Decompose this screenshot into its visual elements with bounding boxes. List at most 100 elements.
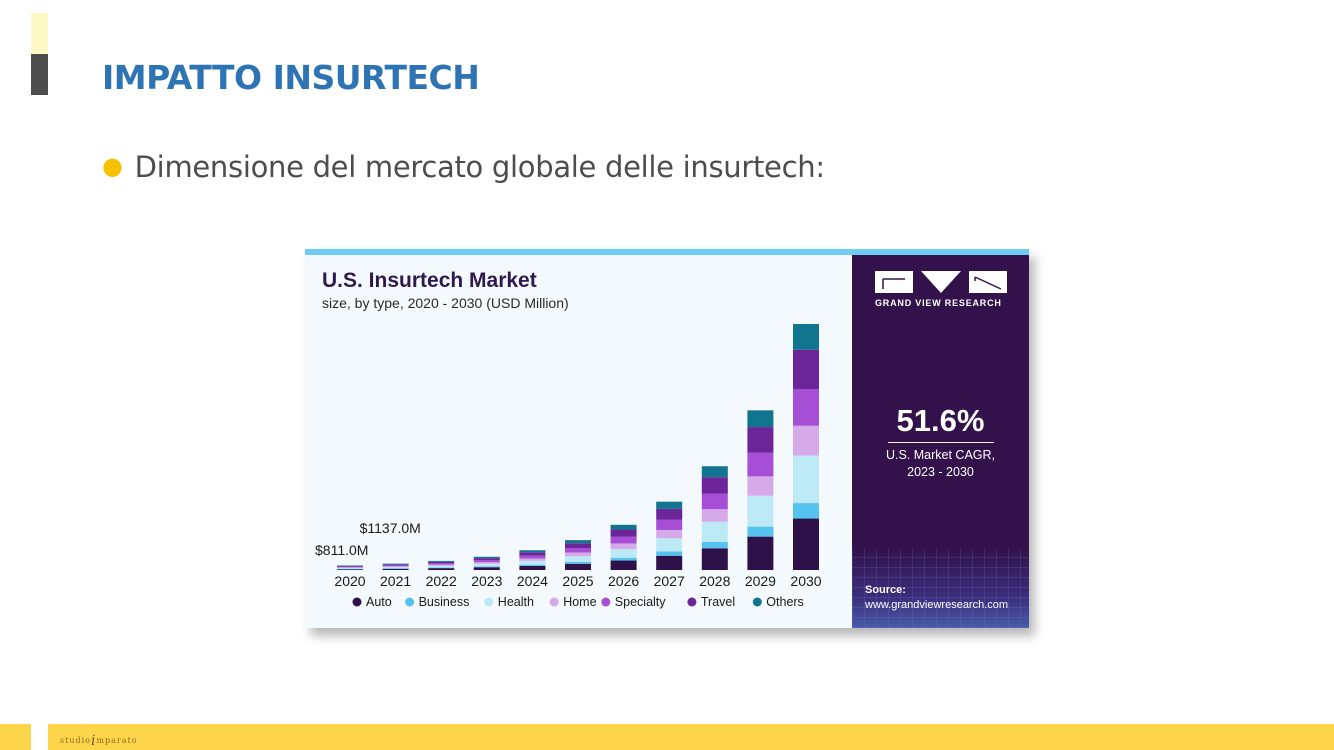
bar-specialty-2020 [337,566,363,568]
legend-marker-specialty [601,597,611,607]
bar-others-2021 [382,563,409,565]
chart-area: U.S. Insurtech Market size, by type, 202… [305,255,852,628]
bar-home-2024 [519,558,546,561]
bar-others-2027 [656,501,683,509]
bar-travel-2026 [610,529,637,537]
bar-auto-2030 [793,518,819,570]
bar-auto-2024 [519,565,546,570]
bar-home-2021 [382,566,409,568]
bar-specialty-2028 [701,493,728,510]
footer-logo-i: i [90,733,97,749]
bar-home-2022 [428,564,455,566]
legend-label-business: Business [419,595,470,609]
slide-title: IMPATTO INSURTECH [102,58,480,97]
x-tick-label-2028: 2028 [699,573,730,589]
bar-business-2030 [793,503,819,519]
bar-business-2022 [428,567,455,569]
x-tick-label-2027: 2027 [654,573,685,589]
bar-home-2020 [337,567,363,568]
bar-business-2029 [747,526,774,537]
bar-others-2024 [519,550,546,553]
bar-home-2027 [656,529,683,539]
x-tick-label-2021: 2021 [380,573,411,589]
bar-travel-2025 [565,543,591,549]
chart-card: U.S. Insurtech Market size, by type, 202… [305,249,1029,628]
chart-title: U.S. Insurtech Market [322,269,537,292]
cagr-label-line2: 2023 - 2030 [907,465,974,479]
bullet-item: ● Dimensione del mercato globale delle in… [102,150,825,184]
bar-specialty-2027 [656,519,683,530]
bar-health-2023 [473,563,500,567]
bar-specialty-2025 [565,548,591,553]
x-tick-label-2025: 2025 [562,573,593,589]
grand-view-research-logo-icon [875,271,1007,293]
bar-specialty-2029 [747,452,774,477]
cagr-label-line1: U.S. Market CAGR, [885,448,996,462]
bar-travel-2020 [337,565,363,567]
bar-specialty-2022 [428,563,455,565]
legend-marker-auto [352,597,362,607]
bar-business-2025 [565,561,591,564]
accent-bar-light [31,13,48,54]
bar-business-2021 [382,568,409,569]
bar-business-2024 [519,564,546,566]
bar-others-2023 [473,556,500,559]
cagr-divider [888,442,994,443]
bar-auto-2026 [610,560,637,570]
x-tick-label-2024: 2024 [517,573,548,589]
legend-marker-home [549,597,559,607]
bar-health-2026 [610,548,637,558]
legend-marker-others [752,597,762,607]
bar-travel-2028 [701,477,728,494]
bar-others-2025 [565,540,591,544]
bar-health-2029 [747,495,774,527]
bar-home-2025 [565,552,591,557]
bar-health-2022 [428,565,455,568]
x-tick-label-2030: 2030 [790,573,821,589]
bar-home-2029 [747,476,774,496]
legend-label-others: Others [766,595,804,609]
data-label-2021: $1137.0M [360,520,421,536]
bullet-text: Dimensione del mercato globale delle ins… [134,150,825,184]
bar-health-2025 [565,556,591,562]
bar-auto-2023 [473,567,500,570]
bar-home-2030 [793,425,819,456]
legend-marker-health [484,597,494,607]
bar-home-2028 [701,509,728,522]
bar-others-2028 [701,466,728,478]
source-url: www.grandviewresearch.com [865,599,1009,611]
bar-others-2020 [337,565,363,567]
panel-grid-background [852,548,1029,628]
info-panel: GRAND VIEW RESEARCH 51.6% U.S. Market CA… [852,255,1029,628]
bar-travel-2023 [473,558,500,561]
bar-auto-2028 [701,548,728,570]
legend-label-home: Home [563,595,596,609]
footer-logo-right: mparato [96,736,138,745]
legend-label-auto: Auto [366,595,392,609]
bar-business-2028 [701,541,728,549]
bar-health-2024 [519,560,546,565]
bar-auto-2021 [382,568,409,570]
bar-business-2026 [610,557,637,561]
x-tick-label-2023: 2023 [471,573,502,589]
bar-specialty-2030 [793,389,819,426]
bar-auto-2025 [565,563,591,570]
bar-others-2030 [793,324,819,350]
bar-home-2023 [473,562,500,564]
bar-specialty-2023 [473,560,500,563]
bar-specialty-2021 [382,565,409,567]
x-tick-label-2029: 2029 [745,573,776,589]
stacked-bar-chart: 2020 2021 2022 2023 2024 2025 2026 2027 2028 2029… [315,324,822,609]
cagr-value: 51.6% [896,403,985,438]
bar-travel-2030 [793,349,819,390]
bar-business-2020 [337,568,363,570]
bar-specialty-2024 [519,555,546,559]
bar-others-2029 [747,410,774,428]
bar-auto-2020 [337,569,363,570]
data-label-2020: $811.0M [315,542,368,558]
legend-label-specialty: Specialty [615,595,666,609]
brand-name: GRAND VIEW RESEARCH [875,298,1002,308]
bar-others-2026 [610,524,637,530]
bullet-dot-icon: ● [102,152,123,180]
chart-subtitle: size, by type, 2020 - 2030 (USD Million) [322,295,569,311]
